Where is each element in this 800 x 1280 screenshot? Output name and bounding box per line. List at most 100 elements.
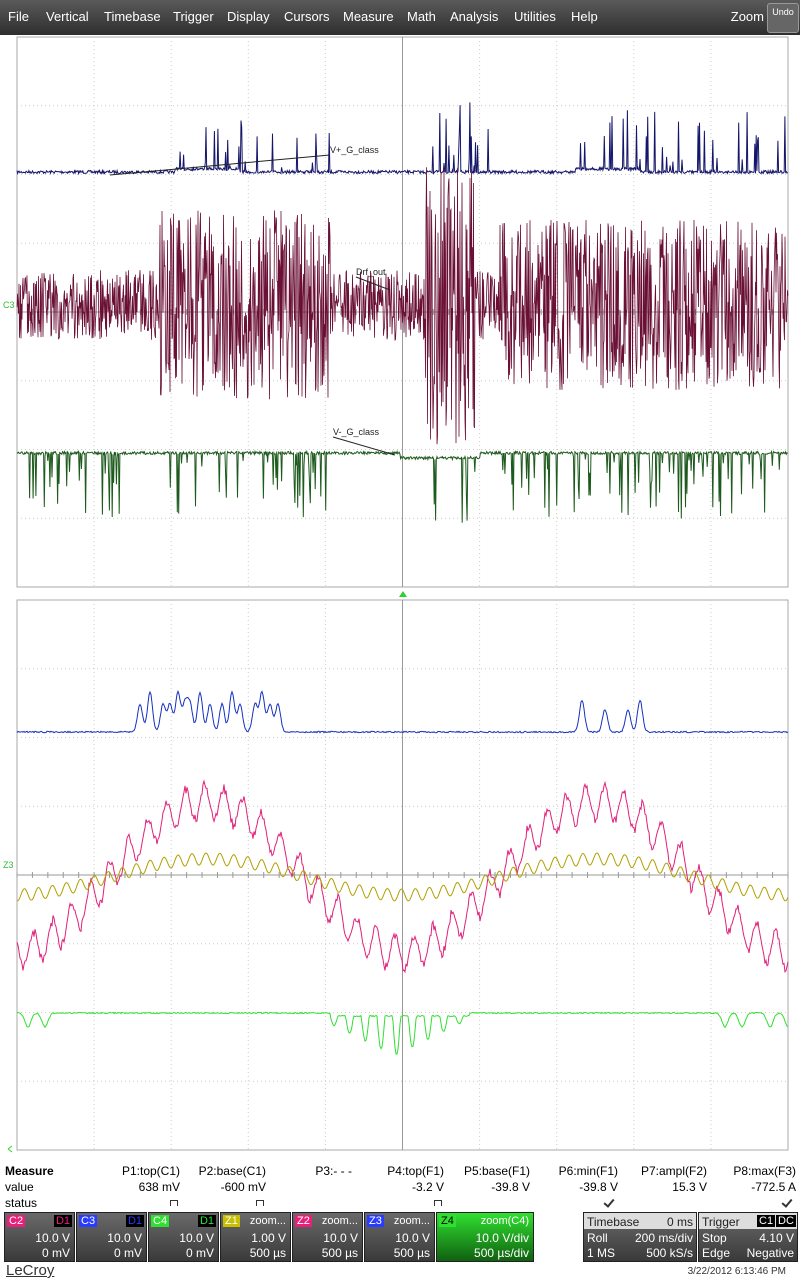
- status-pulse: [256, 1200, 264, 1206]
- trace-label: Drf_out: [356, 267, 386, 277]
- param-name[interactable]: P2:base(C1): [198, 1164, 266, 1178]
- trace-z2: [16, 779, 789, 974]
- trigger-level: 4.10 V: [759, 1231, 794, 1245]
- trace-z1: [16, 852, 789, 902]
- channel-name: Z2: [295, 1215, 312, 1227]
- param-name[interactable]: P6:min(F1): [558, 1164, 618, 1178]
- param-name[interactable]: P7:ampl(F2): [640, 1164, 707, 1178]
- channel-scale: 10.0 V: [179, 1231, 214, 1245]
- channel-marker: C3: [3, 300, 15, 310]
- menu-item[interactable]: Help: [571, 9, 598, 24]
- trigger-source: C1: [757, 1215, 776, 1227]
- row-label: status: [5, 1196, 38, 1210]
- channel-name: C2: [7, 1215, 26, 1227]
- trigger-box[interactable]: Trigger C1 DC Stop 4.10 V Edge Negative: [698, 1212, 798, 1262]
- zoom-label[interactable]: Zoom: [730, 9, 764, 24]
- row-label: value: [5, 1180, 34, 1194]
- trace-c4: [16, 449, 788, 523]
- timebase-delay: 0 ms: [666, 1215, 693, 1229]
- trace-label-line: [355, 276, 391, 291]
- status-check: [781, 1196, 793, 1208]
- menu-item[interactable]: Vertical: [46, 9, 89, 24]
- channel-offset: 500 µs: [249, 1246, 286, 1260]
- channel-box[interactable]: Z1 zoom... 1.00 V 500 µs: [220, 1212, 291, 1262]
- channel-name: C3: [79, 1215, 98, 1227]
- param-name[interactable]: P8:max(F3): [733, 1164, 796, 1178]
- channel-offset: 500 µs: [321, 1246, 358, 1260]
- timebase-box[interactable]: Timebase Roll 1 MS 0 ms 200 ms/div 500 kS/s: [583, 1212, 697, 1262]
- trace-label: V+_G_class: [330, 145, 379, 155]
- channel-name: Z4: [439, 1215, 456, 1227]
- measure-table: Measure value status P1:top(C1) 638 mV P2:bas…: [0, 1160, 800, 1212]
- menu-item[interactable]: Math: [407, 9, 436, 24]
- trace-label: V-_G_class: [333, 427, 380, 437]
- measure-title: Measure: [5, 1164, 54, 1178]
- trace-c3: [16, 166, 789, 445]
- undo-label: Undo: [772, 7, 794, 17]
- trace-z4: [16, 1011, 789, 1055]
- channel-scale: 10.0 V: [107, 1231, 142, 1245]
- trigger-mode: Stop: [702, 1231, 727, 1245]
- status-check: [603, 1196, 615, 1208]
- trigger-coupling: DC: [776, 1215, 796, 1227]
- plot-area: V+_G_class Drf_out V-_G_class C3 Z3: [3, 36, 789, 1153]
- menu-item[interactable]: File: [8, 9, 29, 24]
- left-arrow: [7, 1145, 13, 1153]
- trigger-slope: Negative: [746, 1246, 794, 1260]
- timebase-mode: Roll: [587, 1231, 608, 1245]
- trigger-title: Trigger: [702, 1215, 740, 1229]
- channel-scale: 1.00 V: [251, 1231, 286, 1245]
- channel-box[interactable]: Z3 zoom... 10.0 V 500 µs: [364, 1212, 435, 1262]
- channel-scale: 10.0 V: [323, 1231, 358, 1245]
- trace-z3: [16, 689, 789, 734]
- channel-offset: 0 mV: [185, 1246, 214, 1260]
- param-value: -39.8 V: [491, 1180, 530, 1194]
- status-pulse: [170, 1200, 178, 1206]
- param-value: -772.5 A: [751, 1180, 796, 1194]
- menu-item[interactable]: Trigger: [173, 9, 214, 24]
- timebase-samples: 1 MS: [587, 1246, 616, 1260]
- menu-item[interactable]: Cursors: [284, 9, 330, 24]
- brand: LeCroy: [6, 1262, 55, 1279]
- timebase-sample_rate: 500 kS/s: [646, 1246, 693, 1260]
- trigger-type: Edge: [702, 1246, 731, 1260]
- channel-name: Z3: [367, 1215, 384, 1227]
- param-value: 15.3 V: [672, 1180, 707, 1194]
- menu-item[interactable]: Analysis: [450, 9, 499, 24]
- channel-tag: D1: [53, 1215, 72, 1227]
- menu-item[interactable]: Timebase: [104, 9, 161, 24]
- channel-marker: Z3: [3, 860, 14, 870]
- channel-tag: zoom(C4): [480, 1215, 529, 1227]
- timebase-header: [584, 1213, 696, 1229]
- channel-offset: 0 mV: [113, 1246, 142, 1260]
- param-name[interactable]: P3:- - -: [315, 1164, 352, 1178]
- channel-tag: D1: [125, 1215, 144, 1227]
- trace-label-line: [332, 436, 396, 456]
- channel-scale: 10.0 V: [35, 1231, 70, 1245]
- menu-item[interactable]: Display: [227, 9, 270, 24]
- menu-item[interactable]: Measure: [343, 9, 394, 24]
- channel-tag: zoom...: [393, 1215, 430, 1227]
- status-pulse: [434, 1200, 442, 1206]
- param-value: 638 mV: [138, 1180, 180, 1194]
- channel-offset: 0 mV: [41, 1246, 70, 1260]
- channel-box[interactable]: Z4 zoom(C4) 10.0 V/div 500 µs/div: [436, 1212, 534, 1262]
- param-name[interactable]: P5:base(F1): [463, 1164, 530, 1178]
- param-name[interactable]: P1:top(C1): [121, 1164, 180, 1178]
- param-name[interactable]: P4:top(F1): [387, 1164, 444, 1178]
- channel-scale: 10.0 V: [395, 1231, 430, 1245]
- channel-offset: 500 µs: [393, 1246, 430, 1260]
- menu-item[interactable]: Utilities: [514, 9, 556, 24]
- channel-box[interactable]: Z2 zoom... 10.0 V 500 µs: [292, 1212, 363, 1262]
- undo-button[interactable]: Undo: [767, 3, 799, 33]
- param-value: -600 mV: [220, 1180, 266, 1194]
- param-value: -39.8 V: [579, 1180, 618, 1194]
- trace-label-line: [109, 154, 331, 176]
- channel-name: C4: [151, 1215, 170, 1227]
- timebase-rate: 200 ms/div: [634, 1231, 693, 1245]
